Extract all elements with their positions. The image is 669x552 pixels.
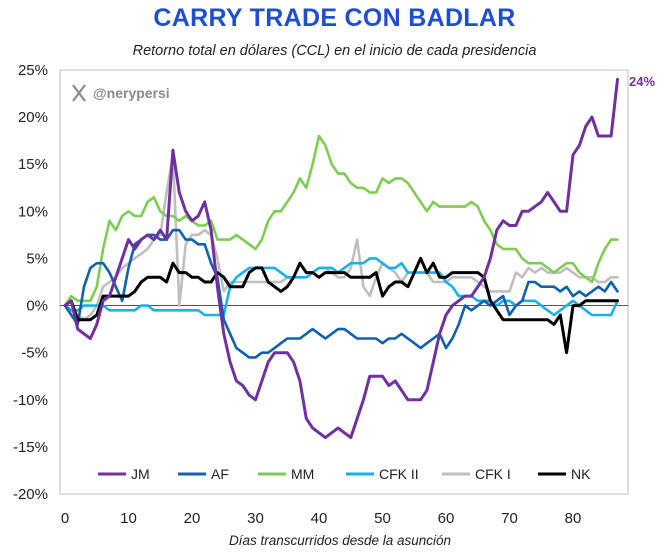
y-tick-label: -15% bbox=[13, 439, 48, 456]
series-line-cfk-ii bbox=[63, 257, 619, 317]
x-tick-label: 50 bbox=[374, 510, 391, 527]
x-tick-label: 30 bbox=[247, 510, 264, 527]
x-logo-icon bbox=[72, 84, 86, 102]
y-tick-label: -20% bbox=[13, 486, 48, 503]
x-tick-label: 10 bbox=[120, 510, 137, 527]
watermark-handle: @nerypersi bbox=[93, 85, 170, 101]
legend-label: NK bbox=[571, 466, 591, 482]
y-axis: 25% 20% 15% 10% 5% 0% -5% -10% -15% -20% bbox=[13, 62, 48, 503]
chart-subtitle: Retorno total en dólares (CCL) en el ini… bbox=[132, 43, 537, 59]
x-tick-label: 40 bbox=[311, 510, 328, 527]
end-value-label: 24% bbox=[629, 74, 655, 89]
legend-label: MM bbox=[291, 466, 314, 482]
x-axis: 0 10 20 30 40 50 60 70 80 bbox=[61, 510, 582, 527]
x-tick-label: 20 bbox=[184, 510, 201, 527]
series-line-mm bbox=[63, 134, 619, 307]
legend-label: AF bbox=[211, 466, 229, 482]
x-tick-label: 60 bbox=[438, 510, 455, 527]
series-line-cfk-i bbox=[63, 153, 619, 322]
y-tick-label: -5% bbox=[21, 345, 48, 362]
y-tick-label: 5% bbox=[26, 250, 48, 267]
series-line-jm bbox=[63, 77, 619, 439]
y-tick-label: 25% bbox=[18, 62, 48, 79]
legend-label: JM bbox=[131, 466, 150, 482]
chart-title: CARRY TRADE CON BADLAR bbox=[153, 4, 516, 32]
legend: JM AF MM CFK II CFK I NK bbox=[98, 466, 591, 482]
legend-label: CFK II bbox=[379, 466, 419, 482]
x-axis-label: Días transcurridos desde la asunción bbox=[229, 533, 451, 548]
y-tick-label: 10% bbox=[18, 203, 48, 220]
x-tick-label: 70 bbox=[501, 510, 518, 527]
series-line-nk bbox=[63, 256, 619, 355]
y-tick-label: -10% bbox=[13, 392, 48, 409]
legend-label: CFK I bbox=[475, 466, 511, 482]
x-tick-label: 80 bbox=[565, 510, 582, 527]
y-tick-label: 20% bbox=[18, 109, 48, 126]
y-tick-label: 0% bbox=[26, 298, 48, 315]
y-tick-label: 15% bbox=[18, 156, 48, 173]
x-tick-label: 0 bbox=[61, 510, 69, 527]
series-group bbox=[63, 77, 619, 439]
plot-area-border bbox=[59, 69, 629, 495]
